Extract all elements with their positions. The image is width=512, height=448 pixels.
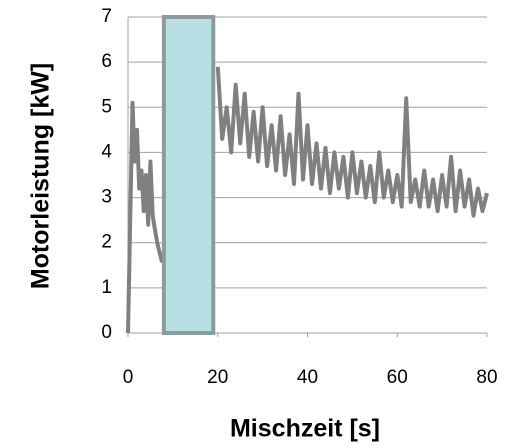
line-series: [126, 66, 489, 334]
y-tick-label: 3: [101, 187, 112, 208]
highlight-region: [161, 15, 216, 335]
y-tick-label: 4: [101, 141, 112, 162]
x-tick-label: 0: [123, 367, 134, 388]
y-axis-title: Motorleistung [kW]: [27, 63, 55, 289]
y-tick-label: 6: [101, 51, 112, 72]
x-tick-label: 60: [387, 367, 408, 388]
x-tick-label: 80: [476, 367, 497, 388]
y-tick-label: 5: [101, 96, 112, 117]
y-tick-label: 2: [101, 232, 112, 253]
x-tick-label: 20: [207, 367, 228, 388]
y-tick-label: 1: [101, 277, 112, 298]
y-tick-label: 7: [101, 6, 112, 27]
x-axis-title: Mischzeit [s]: [230, 415, 380, 443]
x-tick-label: 40: [297, 367, 318, 388]
y-tick-label: 0: [101, 322, 112, 343]
